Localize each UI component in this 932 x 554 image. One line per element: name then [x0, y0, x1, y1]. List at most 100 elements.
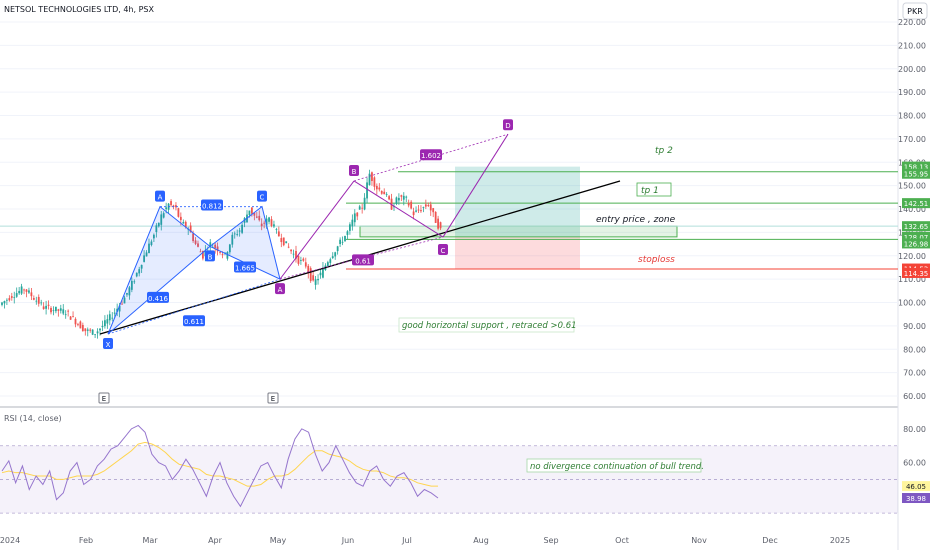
- candle-body: [10, 296, 13, 298]
- candle-body: [133, 281, 136, 283]
- candle-body: [96, 331, 99, 334]
- rsi-band: [0, 445, 898, 514]
- candle-body: [415, 210, 417, 212]
- harmonic2-point-label: C: [441, 247, 446, 255]
- candle-body: [57, 309, 60, 311]
- harmonic2-leg: [353, 180, 444, 238]
- candle-body: [99, 328, 101, 331]
- price-tick-label: 170.00: [898, 135, 926, 144]
- candle-body: [361, 207, 364, 209]
- candle-body: [309, 268, 312, 282]
- candle-body: [81, 325, 84, 332]
- candle-body: [346, 231, 349, 235]
- harmonic-ratio-label: 0.812: [202, 202, 222, 210]
- candle-body: [398, 197, 400, 201]
- candle-body: [214, 244, 217, 249]
- entry-zone-box: [359, 225, 678, 238]
- candle-body: [260, 223, 263, 227]
- price-tick-label: 90.00: [903, 322, 926, 331]
- candle-body: [64, 314, 67, 316]
- candle-body: [84, 328, 87, 332]
- candle-body: [116, 308, 119, 312]
- candle-body: [8, 298, 11, 301]
- candle-body: [172, 205, 175, 207]
- candle-body: [202, 251, 204, 259]
- candle-body: [373, 177, 376, 187]
- candle-body: [236, 234, 239, 235]
- candle-body: [420, 210, 422, 212]
- candle-body: [329, 259, 332, 263]
- level-price-badge: [902, 161, 930, 172]
- candle-body: [432, 208, 435, 213]
- candle-body: [319, 272, 322, 276]
- candle-body: [177, 208, 180, 217]
- price-tick-label: 70.00: [903, 369, 926, 378]
- candle-body: [91, 329, 94, 335]
- level-price-badge: [902, 198, 930, 209]
- candle-body: [385, 194, 388, 195]
- candle-body: [268, 217, 270, 222]
- candle-body: [150, 241, 153, 245]
- annotation-support: good horizontal support , retraced >0.61: [402, 321, 577, 331]
- currency-button[interactable]: [902, 2, 928, 20]
- candle-body: [238, 230, 241, 232]
- candle-body: [331, 256, 334, 259]
- price-tick-label: 80.00: [903, 345, 926, 354]
- level-price-badge: [902, 267, 930, 278]
- candle-body: [45, 305, 47, 309]
- candle-body: [6, 299, 8, 301]
- candle-body: [89, 329, 92, 331]
- candle-body: [253, 212, 256, 216]
- candle-body: [108, 314, 111, 321]
- harmonic-ratio-badge: [147, 291, 169, 303]
- candle-body: [59, 308, 62, 311]
- candle-body: [55, 306, 57, 312]
- candle-body: [351, 219, 354, 227]
- earnings-marker[interactable]: [267, 392, 279, 404]
- candle-body: [77, 324, 79, 326]
- candle-body: [326, 262, 329, 267]
- candle-body: [336, 246, 339, 252]
- candle-body: [344, 236, 346, 242]
- candle-body: [363, 197, 366, 210]
- rsi-tick-label: 60.00: [903, 459, 926, 468]
- harmonic-ratio-label: 0.416: [148, 295, 169, 303]
- candle-body: [429, 204, 432, 211]
- candle-body: [118, 305, 121, 312]
- candle-body: [138, 269, 141, 274]
- harmonic2-ratio-label: 1.602: [421, 152, 441, 160]
- rsi-ma-value: 46.05: [906, 483, 926, 491]
- candle-body: [140, 264, 143, 269]
- candle-body: [275, 229, 278, 231]
- price-tick-label: 100.00: [898, 299, 926, 308]
- level-price-text: 158.13: [904, 164, 929, 172]
- earnings-marker[interactable]: [98, 392, 110, 404]
- candle-body: [233, 233, 236, 235]
- annotation-support-box: [398, 317, 575, 333]
- earnings-marker-label: E: [271, 395, 275, 403]
- harmonic2-point-badge: [438, 244, 448, 256]
- candle-body: [42, 306, 45, 310]
- candle-body: [130, 280, 133, 290]
- candle-body: [47, 304, 50, 306]
- candle-body: [145, 252, 148, 257]
- level-price-text: 126.98: [904, 240, 929, 248]
- harmonic-xab-triangle: [107, 205, 211, 335]
- price-tick-label: 60.00: [903, 392, 926, 401]
- harmonic2-point-label: B: [352, 168, 357, 176]
- candle-body: [402, 195, 405, 200]
- candle-body: [62, 309, 65, 314]
- candle-body: [216, 246, 219, 252]
- time-axis-label: Feb: [79, 536, 93, 545]
- harmonic-point-label: A: [278, 286, 283, 294]
- annotation-entry: entry price , zone: [596, 215, 676, 225]
- candle-body: [241, 224, 243, 233]
- candle-body: [121, 303, 123, 305]
- candle-body: [221, 254, 224, 256]
- candle-body: [192, 233, 194, 242]
- price-tick-label: 150.00: [898, 182, 926, 191]
- harmonic-ratio-badge: [201, 199, 223, 211]
- harmonic2-leg: [442, 133, 509, 238]
